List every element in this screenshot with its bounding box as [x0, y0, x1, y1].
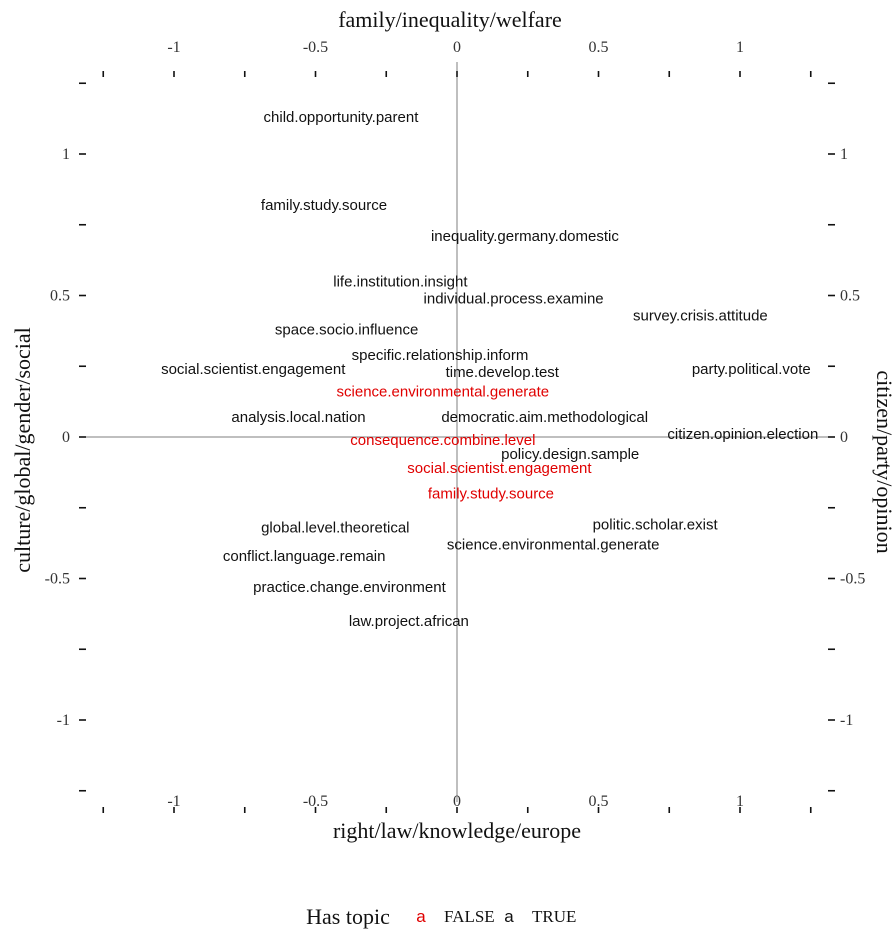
x-tick-label-bottom: -0.5	[303, 793, 328, 810]
x-tick-label-top: 0.5	[589, 39, 609, 56]
legend-false-label: FALSE	[444, 907, 495, 926]
point-label: citizen.opinion.election	[667, 426, 818, 443]
left-axis-label: culture/global/gender/social	[10, 327, 35, 573]
point-label: conflict.language.remain	[223, 548, 386, 565]
y-tick-label-right: -1	[840, 712, 853, 729]
x-tick-label-top: -1	[167, 39, 180, 56]
x-tick-label-bottom: 0	[453, 793, 461, 810]
legend-title: Has topic	[306, 904, 390, 929]
legend-true-label: TRUE	[532, 907, 576, 926]
point-label: specific.relationship.inform	[352, 347, 529, 364]
point-label: space.socio.influence	[275, 321, 418, 338]
y-tick-label-left: 0.5	[50, 288, 70, 305]
x-tick-label-bottom: -1	[167, 793, 180, 810]
point-label: science.environmental.generate	[447, 537, 660, 554]
x-tick-label-top: 1	[736, 39, 744, 56]
y-tick-label-right: 0.5	[840, 288, 860, 305]
point-label: survey.crisis.attitude	[633, 307, 768, 324]
x-tick-label-top: -0.5	[303, 39, 328, 56]
point-label: law.project.african	[349, 613, 469, 630]
x-tick-label-bottom: 0.5	[589, 793, 609, 810]
point-label: life.institution.insight	[333, 273, 468, 290]
point-label: social.scientist.engagement	[407, 460, 592, 477]
bottom-axis-label: right/law/knowledge/europe	[333, 818, 581, 843]
point-label: practice.change.environment	[253, 579, 446, 596]
point-label: time.develop.test	[446, 364, 560, 381]
axes-layer: -1 -1 -0.5 -0.5 0 0 0.5 0.5 1 1 1 1 0.5 0.5 0 0 -0.5 -0.5…	[45, 39, 865, 813]
point-label: party.political.vote	[692, 361, 811, 378]
legend-true-key: a	[504, 907, 514, 926]
right-axis-label: citizen/party/opinion	[872, 370, 896, 553]
x-tick-label-top: 0	[453, 39, 461, 56]
legend-false-key: a	[416, 907, 426, 926]
point-label: analysis.local.nation	[231, 409, 365, 426]
point-label: individual.process.examine	[424, 290, 604, 307]
points-layer: science.environmental.generate consequenc…	[161, 109, 818, 630]
y-tick-label-left: -0.5	[45, 571, 70, 588]
y-tick-label-left: 1	[62, 146, 70, 163]
point-label: science.environmental.generate	[337, 384, 550, 401]
point-label: family.study.source	[261, 197, 387, 214]
point-label: politic.scholar.exist	[593, 517, 719, 534]
point-label: consequence.combine.level	[350, 432, 535, 449]
y-tick-label-right: 0	[840, 429, 848, 446]
point-label: global.level.theoretical	[261, 520, 409, 537]
y-tick-label-left: 0	[62, 429, 70, 446]
x-tick-label-bottom: 1	[736, 793, 744, 810]
top-axis-label: family/inequality/welfare	[338, 7, 562, 32]
point-label: democratic.aim.methodological	[441, 409, 648, 426]
point-label: child.opportunity.parent	[264, 109, 420, 126]
y-tick-label-right: -0.5	[840, 571, 865, 588]
point-label: family.study.source	[428, 486, 554, 503]
point-label: social.scientist.engagement	[161, 361, 346, 378]
y-tick-label-left: -1	[57, 712, 70, 729]
point-label: policy.design.sample	[501, 446, 639, 463]
y-tick-label-right: 1	[840, 146, 848, 163]
legend: Has topic a FALSE a TRUE	[306, 904, 576, 929]
point-label: inequality.germany.domestic	[431, 228, 619, 245]
